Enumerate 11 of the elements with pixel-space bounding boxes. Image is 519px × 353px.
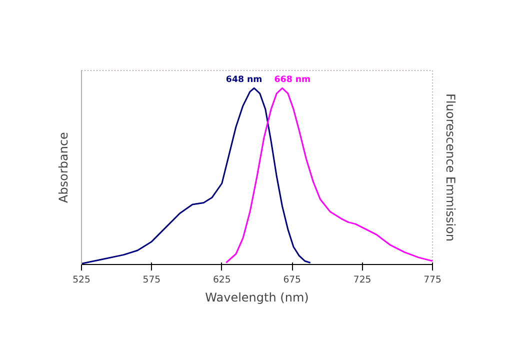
x-tick-label: 575	[142, 274, 161, 286]
x-tick-label: 675	[283, 274, 302, 286]
y-axis-title: Absorbance	[56, 132, 70, 203]
x-tick-label: 625	[213, 274, 231, 286]
x-axis-title: Wavelength (nm)	[205, 290, 309, 304]
x-tick-label: 775	[424, 274, 442, 286]
annotation: 648 nm	[226, 75, 262, 86]
x-tick-label: 525	[72, 274, 90, 286]
annotation: 668 nm	[274, 75, 311, 86]
y2-axis-title: Fluorescence Emmission	[444, 94, 458, 242]
x-tick-label: 725	[353, 274, 372, 286]
